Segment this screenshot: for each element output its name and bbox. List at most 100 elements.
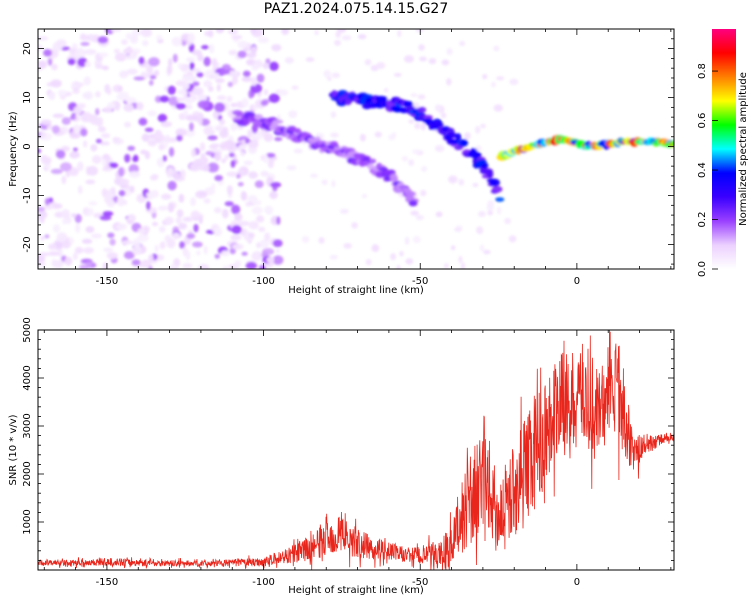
spectrogram-noise-blob — [256, 215, 265, 223]
spectrogram-noise-blob — [241, 76, 253, 82]
spectrogram-noise-blob — [257, 36, 270, 44]
x-tick-label: -100 — [252, 577, 275, 588]
spectrogram-signal-blob — [377, 96, 388, 102]
spectrogram-noise-blob — [364, 58, 372, 66]
colorbar-tick-label: 0.2 — [697, 212, 708, 228]
spectrogram-noise-blob — [38, 206, 45, 213]
spectrogram-noise-blob — [195, 190, 208, 199]
spectrogram-noise-blob — [213, 227, 223, 237]
spectrogram-noise-blob — [214, 175, 223, 182]
spectrogram-noise-blob — [185, 57, 196, 63]
spectrogram-signal-blob — [433, 122, 444, 128]
spectrogram-noise-blob — [248, 171, 258, 179]
spectrogram-noise-blob — [224, 154, 229, 161]
spectrogram-noise-blob — [446, 48, 453, 56]
spectrogram-noise-blob — [132, 238, 141, 248]
spectrogram-noise-blob — [124, 54, 137, 60]
spectrogram-noise-blob — [60, 162, 72, 172]
spectrogram-noise-blob — [226, 185, 233, 195]
spectrogram-noise-blob — [48, 58, 53, 66]
spectrogram-noise-blob — [496, 76, 505, 81]
spectrogram-noise-blob — [125, 97, 137, 104]
spectrogram-noise-blob — [159, 241, 166, 250]
spectrogram-noise-blob — [197, 54, 204, 62]
spectrogram-noise-blob — [38, 261, 46, 267]
spectrogram-noise-blob — [101, 65, 109, 71]
spectrogram-noise-blob — [212, 72, 220, 78]
spectrogram-noise-blob — [330, 132, 339, 138]
spectrogram-noise-blob — [199, 156, 209, 165]
spectrogram-noise-blob — [417, 94, 426, 100]
x-tick-label: -50 — [412, 577, 428, 588]
spectrogram-noise-blob — [178, 193, 185, 203]
spectrogram-noise-blob — [61, 240, 71, 249]
snr-x-axis: -150 -100 -50 0 — [43, 330, 672, 588]
spectrogram-x-label: Height of straight line (km) — [288, 285, 424, 296]
spectrogram-noise-blob — [115, 94, 127, 100]
spectrogram-noise-blob — [421, 166, 428, 173]
spectrogram-noise-blob — [208, 43, 215, 54]
spectrogram-noise-blob — [231, 225, 242, 235]
spectrogram-noise-blob — [399, 250, 404, 257]
spectrogram-noise-blob — [80, 111, 92, 122]
spectrogram-noise-blob — [487, 200, 495, 208]
spectrogram-noise-blob — [208, 86, 214, 92]
spectrogram-noise-blob — [444, 263, 449, 269]
spectrogram-noise-blob — [50, 79, 62, 88]
spectrogram-noise-blob — [185, 114, 198, 121]
spectrogram-noise-blob — [69, 167, 79, 177]
spectrogram-noise-blob — [38, 254, 46, 264]
spectrogram-noise-blob — [87, 165, 99, 176]
spectrogram-noise-blob — [351, 222, 358, 229]
spectrogram-noise-blob — [252, 105, 258, 111]
spectrogram-noise-blob — [56, 232, 68, 243]
spectrogram-noise-blob — [331, 180, 336, 188]
spectrogram-noise-blob — [182, 262, 193, 269]
spectrogram-noise-blob — [203, 245, 208, 255]
spectrogram-noise-blob — [440, 112, 447, 119]
spectrogram-noise-blob — [458, 178, 465, 186]
spectrogram-noise-blob — [491, 81, 496, 88]
spectrogram-signal-blob — [489, 178, 500, 187]
spectrogram-noise-blob — [454, 227, 462, 232]
spectrogram-noise-blob — [80, 41, 90, 47]
spectrogram-signal-blob — [369, 158, 377, 164]
spectrogram-noise-blob — [99, 215, 112, 221]
spectrogram-noise-blob — [44, 234, 50, 239]
spectrogram-noise-blob — [221, 64, 231, 71]
spectrogram-noise-blob — [154, 244, 159, 253]
spectrogram-noise-blob — [180, 65, 189, 72]
spectrogram-noise-blob — [508, 235, 517, 243]
spectrogram-noise-blob — [479, 244, 485, 252]
spectrogram-noise-blob — [131, 259, 141, 266]
spectrogram-noise-blob — [127, 214, 136, 221]
spectrogram-noise-blob — [107, 102, 116, 108]
spectrogram-noise-blob — [98, 52, 109, 58]
spectrogram-noise-blob — [414, 122, 421, 130]
spectrogram-noise-blob — [95, 107, 100, 116]
spectrogram-noise-blob — [152, 221, 159, 227]
spectrogram-noise-blob — [43, 49, 53, 57]
spectrogram-noise-blob — [271, 44, 282, 52]
spectrogram-signal-blob — [333, 146, 341, 151]
spectrogram-noise-blob — [260, 100, 269, 106]
spectrogram-noise-blob — [192, 241, 203, 248]
spectrogram-noise-blob — [67, 58, 76, 66]
spectrogram-noise-blob — [208, 29, 214, 38]
spectrogram-noise-blob — [64, 256, 73, 266]
spectrogram-noise-blob — [148, 79, 154, 86]
spectrogram-noise-blob — [190, 210, 201, 220]
spectrogram-noise-blob — [383, 88, 389, 93]
spectrogram-noise-blob — [82, 140, 88, 148]
spectrogram-signal-blob — [417, 106, 427, 113]
spectrogram-marks — [38, 29, 674, 269]
spectrogram-noise-blob — [207, 162, 219, 173]
spectrogram-noise-blob — [198, 264, 210, 269]
spectrogram-noise-blob — [76, 103, 86, 109]
figure-title: PAZ1.2024.075.14.15.G27 — [263, 1, 449, 17]
spectrogram-noise-blob — [113, 48, 120, 54]
spectrogram-noise-blob — [62, 218, 67, 225]
spectrogram-noise-blob — [220, 250, 230, 257]
spectrogram-noise-blob — [250, 29, 257, 34]
spectrogram-noise-blob — [138, 56, 145, 65]
